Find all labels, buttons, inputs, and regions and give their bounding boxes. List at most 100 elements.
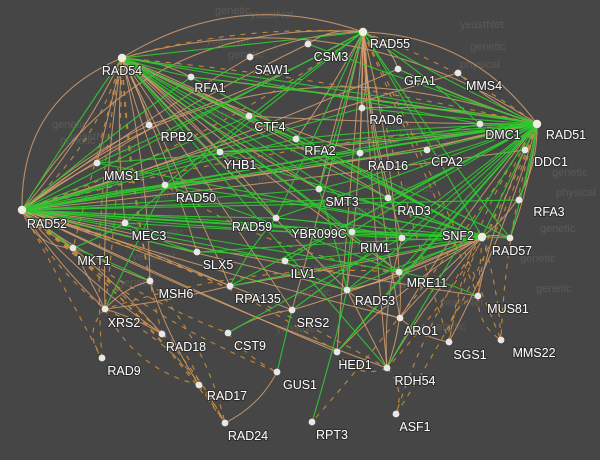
node-mre11[interactable] <box>395 268 403 276</box>
node-label-gus1: GUS1 <box>283 378 317 392</box>
node-rad57[interactable] <box>506 234 514 242</box>
node-mms1[interactable] <box>93 159 101 167</box>
node-ddc1[interactable] <box>521 146 529 154</box>
node-rfa3[interactable] <box>515 196 523 204</box>
node-srs2[interactable] <box>288 306 296 314</box>
edge-genetic <box>346 289 388 369</box>
node-asf1[interactable] <box>392 410 400 418</box>
edge-physical <box>346 231 353 291</box>
node-mkt1[interactable] <box>69 244 77 252</box>
node-dmc1[interactable] <box>476 120 484 128</box>
node-rfa1[interactable] <box>187 73 195 81</box>
node-msh6[interactable] <box>146 277 154 285</box>
node-yhb1[interactable] <box>216 148 224 156</box>
node-label-rad54: RAD54 <box>102 64 142 78</box>
node-rad51[interactable] <box>532 119 542 129</box>
node-layer[interactable] <box>17 27 542 427</box>
node-label-asf1: ASF1 <box>399 420 430 434</box>
node-label-ddc1: DDC1 <box>534 155 568 169</box>
node-rad24[interactable] <box>221 419 229 427</box>
node-rad55[interactable] <box>358 27 368 37</box>
node-snf2[interactable] <box>477 232 487 242</box>
node-rpt3[interactable] <box>308 418 316 426</box>
edge-genetic-dashed <box>21 209 226 424</box>
node-label-ybr099c: YBR099C <box>291 227 347 241</box>
node-smt3[interactable] <box>315 185 323 193</box>
node-rad17[interactable] <box>195 381 203 389</box>
node-ctf4[interactable] <box>245 112 253 120</box>
edge-genetic <box>21 149 526 211</box>
node-label-csm3: CSM3 <box>314 50 349 64</box>
node-rdh54[interactable] <box>383 364 391 372</box>
edge-genetic <box>21 209 338 353</box>
edge-physical <box>121 57 538 125</box>
edge-genetic-dashed <box>477 295 502 341</box>
node-mus81[interactable] <box>474 292 482 300</box>
watermark-label: genetic <box>228 49 264 61</box>
node-saw1[interactable] <box>246 53 254 61</box>
node-ilv1[interactable] <box>281 257 289 265</box>
node-mms4[interactable] <box>454 69 462 77</box>
edge-genetic <box>362 31 400 273</box>
edge-physical <box>318 188 348 291</box>
node-ybr099c[interactable] <box>348 228 356 236</box>
edge-physical <box>291 123 538 311</box>
node-rad16[interactable] <box>356 149 364 157</box>
edge-genetic-dashed <box>362 31 479 297</box>
edge-physical <box>104 184 166 310</box>
watermark-label: genetic <box>520 253 556 265</box>
edge-physical <box>275 31 364 219</box>
node-label-snf2: SNF2 <box>442 229 474 243</box>
edge-physical <box>481 123 538 238</box>
edge-genetic-dashed <box>104 308 200 386</box>
node-label-mms4: MMS4 <box>466 79 502 93</box>
node-slx5[interactable] <box>193 248 201 256</box>
node-rad53[interactable] <box>343 286 351 294</box>
node-rpa135[interactable] <box>226 282 234 290</box>
node-rpb2[interactable] <box>145 121 153 129</box>
node-label-ilv1: ILV1 <box>291 267 316 281</box>
node-sgs1[interactable] <box>445 338 453 346</box>
node-xrs2[interactable] <box>101 305 109 313</box>
node-hed1[interactable] <box>333 348 341 356</box>
edge-physical <box>190 76 538 125</box>
node-rad3[interactable] <box>384 194 392 202</box>
node-label-rad52: RAD52 <box>27 217 67 231</box>
node-label-srs2: SRS2 <box>297 316 330 330</box>
node-cst9[interactable] <box>224 329 232 337</box>
edge-physical <box>284 236 483 262</box>
node-rfa2[interactable] <box>292 135 300 143</box>
node-gus1[interactable] <box>273 368 281 376</box>
node-rad9[interactable] <box>98 354 106 362</box>
node-rad6[interactable] <box>358 104 366 112</box>
edge-arc-genetic <box>121 14 364 59</box>
node-label-rad55: RAD55 <box>370 37 410 51</box>
edge-physical <box>121 57 320 190</box>
node-label-slx5: SLX5 <box>203 258 234 272</box>
node-rim1[interactable] <box>398 234 406 242</box>
edge-physical <box>21 57 123 211</box>
node-label-ctf4: CTF4 <box>254 120 285 134</box>
node-mec3[interactable] <box>121 219 129 227</box>
node-rad52[interactable] <box>17 205 27 215</box>
node-label-cpa2: CPA2 <box>431 155 463 169</box>
node-gfa1[interactable] <box>394 65 402 73</box>
node-csm3[interactable] <box>304 40 312 48</box>
node-cpa2[interactable] <box>423 146 431 154</box>
edge-genetic <box>318 31 364 190</box>
edge-physical <box>284 260 348 291</box>
edge-physical <box>229 123 538 287</box>
edge-physical <box>229 217 277 287</box>
node-rad54[interactable] <box>117 53 127 63</box>
node-rad59[interactable] <box>272 214 280 222</box>
edge-genetic <box>295 31 364 140</box>
node-rad18[interactable] <box>158 330 166 338</box>
edge-physical <box>276 309 293 373</box>
node-mms22[interactable] <box>497 336 505 344</box>
watermark-label: genetic <box>118 277 154 289</box>
node-aro1[interactable] <box>396 314 404 322</box>
edge-genetic-dashed <box>21 209 229 334</box>
node-rad50[interactable] <box>161 181 169 189</box>
